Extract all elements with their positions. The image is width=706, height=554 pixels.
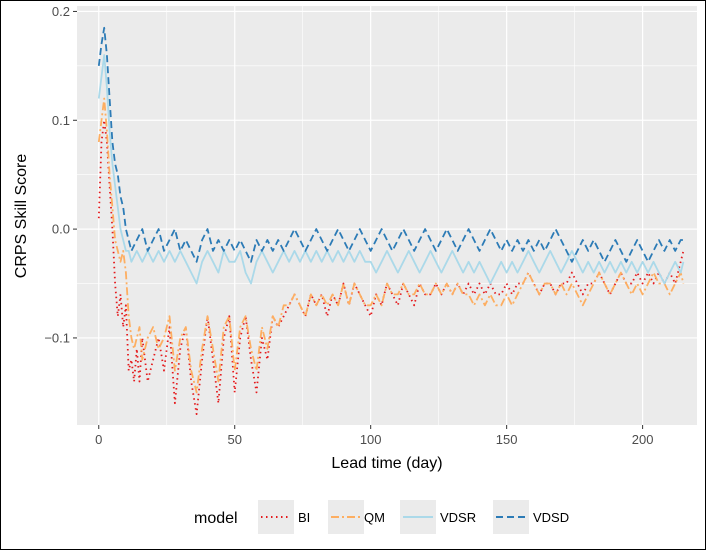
x-tick-label: 0 <box>95 432 102 447</box>
y-tick-label: 0.1 <box>52 113 70 128</box>
grid-lines <box>77 6 697 425</box>
legend: model BI QM VDSR VDSD <box>194 500 569 534</box>
y-tick-label: −0.1 <box>44 330 70 345</box>
series-line-bi <box>97 119 685 415</box>
series-line-vdsd <box>97 26 684 263</box>
y-tick-label: 0.2 <box>52 4 70 19</box>
series-layer <box>97 26 685 415</box>
series-line-vdsr <box>97 54 685 285</box>
x-tick-label: 50 <box>227 432 241 447</box>
legend-label-bi: BI <box>298 510 310 525</box>
legend-title: model <box>194 510 238 527</box>
legend-label-qm: QM <box>364 510 385 525</box>
y-tick-label: 0.0 <box>52 222 70 237</box>
panel-background <box>77 6 697 425</box>
y-axis-title: CRPS Skill Score <box>13 154 30 279</box>
x-tick-label: 200 <box>632 432 654 447</box>
x-tick-label: 150 <box>496 432 518 447</box>
series-line-qm <box>97 97 685 394</box>
x-tick-label: 100 <box>360 432 382 447</box>
x-axis-title: Lead time (day) <box>331 455 442 472</box>
axes: 0 50 100 150 200 −0.1 0.0 0.1 0.2 <box>44 4 653 447</box>
legend-label-vdsd: VDSD <box>533 510 569 525</box>
legend-label-vdsr: VDSR <box>440 510 476 525</box>
